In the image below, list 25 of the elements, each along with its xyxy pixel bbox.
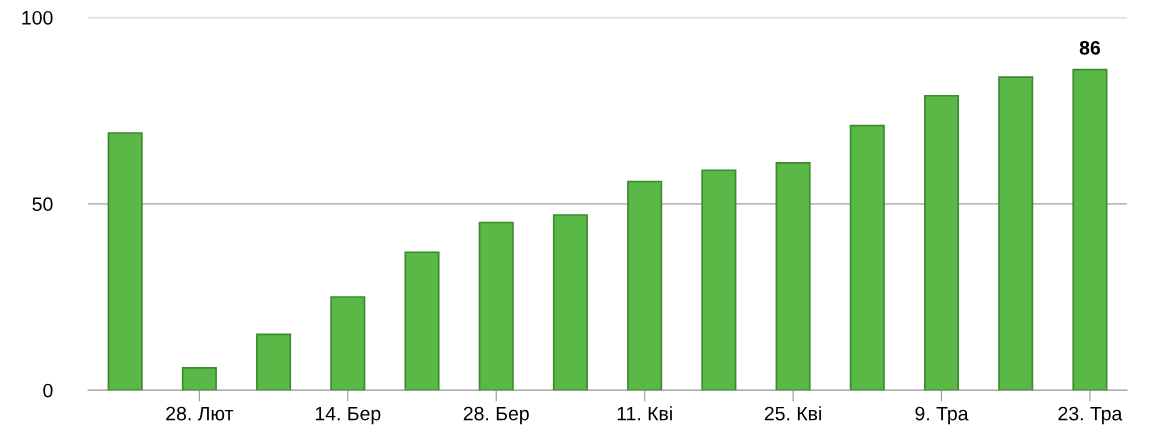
bar [998,76,1034,391]
y-tick-label: 50 [32,197,53,212]
bar [627,180,663,391]
bar [107,132,143,391]
bar [181,367,217,391]
bar [923,94,960,391]
x-tick-label: 25. Кві [764,406,821,421]
x-tick-label: 23. Тра [1058,406,1123,425]
bar [849,124,885,391]
x-tick-label: 9. Тра [915,406,969,425]
x-tick-label: 14. Бер [315,406,381,425]
bar [701,169,737,391]
x-tick-label: 28. Лют [166,406,234,421]
bar [552,214,588,391]
bar [404,251,440,391]
data-label: 86 [1079,40,1101,55]
y-tick-label: 100 [22,10,53,25]
bar [478,221,514,391]
x-tick-label: 28. Бер [463,406,529,425]
bar [256,333,292,391]
x-tick-label: 11. Кві [617,406,672,421]
bar [1072,68,1108,391]
y-tick-label: 0 [43,383,53,398]
bar [775,161,811,391]
bar [330,296,366,391]
